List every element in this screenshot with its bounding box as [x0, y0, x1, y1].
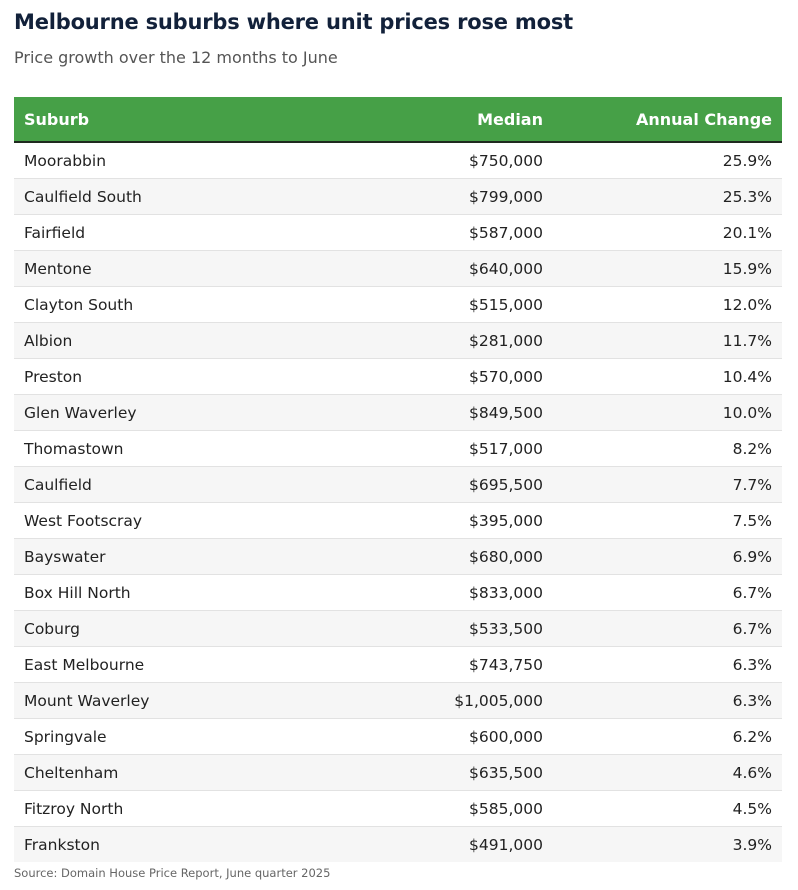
- table-body: Moorabbin $750,000 25.9% Caulfield South $79…: [14, 143, 782, 862]
- cell-suburb: Mentone: [24, 259, 92, 278]
- table-row: Springvale $600,000 6.2%: [14, 719, 782, 755]
- table-row: Moorabbin $750,000 25.9%: [14, 143, 782, 179]
- cell-annual-change: 7.7%: [732, 475, 772, 494]
- cell-annual-change: 15.9%: [722, 259, 772, 278]
- cell-median: $1,005,000: [454, 691, 543, 710]
- cell-annual-change: 3.9%: [732, 835, 772, 854]
- cell-median: $743,750: [469, 655, 543, 674]
- table-row: Glen Waverley $849,500 10.0%: [14, 395, 782, 431]
- table-row: East Melbourne $743,750 6.3%: [14, 647, 782, 683]
- chart-subtitle: Price growth over the 12 months to June: [14, 48, 338, 67]
- cell-annual-change: 6.9%: [732, 547, 772, 566]
- cell-median: $281,000: [469, 331, 543, 350]
- cell-suburb: East Melbourne: [24, 655, 145, 674]
- cell-annual-change: 4.6%: [732, 763, 772, 782]
- cell-median: $585,000: [469, 799, 543, 818]
- data-table: Suburb Median Annual Change Moorabbin $75…: [14, 97, 782, 862]
- table-row: Frankston $491,000 3.9%: [14, 827, 782, 862]
- cell-median: $517,000: [469, 439, 543, 458]
- cell-suburb: Fitzroy North: [24, 799, 124, 818]
- cell-suburb: Cheltenham: [24, 763, 119, 782]
- cell-suburb: Coburg: [24, 619, 80, 638]
- table-row: Fairfield $587,000 20.1%: [14, 215, 782, 251]
- cell-annual-change: 6.3%: [732, 655, 772, 674]
- cell-median: $587,000: [469, 223, 543, 242]
- table-row: Box Hill North $833,000 6.7%: [14, 575, 782, 611]
- table-row: Bayswater $680,000 6.9%: [14, 539, 782, 575]
- cell-median: $570,000: [469, 367, 543, 386]
- column-header-annual-change: Annual Change: [635, 109, 772, 129]
- cell-suburb: Fairfield: [24, 223, 86, 242]
- table-row: Thomastown $517,000 8.2%: [14, 431, 782, 467]
- cell-suburb: Frankston: [24, 835, 100, 854]
- cell-annual-change: 25.3%: [722, 187, 772, 206]
- table-row: Caulfield South $799,000 25.3%: [14, 179, 782, 215]
- table-row: Mount Waverley $1,005,000 6.3%: [14, 683, 782, 719]
- source-note: Source: Domain House Price Report, June …: [14, 866, 331, 880]
- cell-suburb: Glen Waverley: [24, 403, 137, 422]
- cell-annual-change: 12.0%: [722, 295, 772, 314]
- cell-median: $533,500: [469, 619, 543, 638]
- cell-median: $640,000: [469, 259, 543, 278]
- cell-annual-change: 6.2%: [732, 727, 772, 746]
- cell-suburb: Thomastown: [24, 439, 124, 458]
- cell-suburb: Mount Waverley: [24, 691, 150, 710]
- cell-median: $695,500: [469, 475, 543, 494]
- cell-suburb: West Footscray: [24, 511, 143, 530]
- cell-annual-change: 6.7%: [732, 619, 772, 638]
- cell-annual-change: 7.5%: [732, 511, 772, 530]
- cell-annual-change: 10.0%: [722, 403, 772, 422]
- cell-suburb: Clayton South: [24, 295, 134, 314]
- cell-annual-change: 6.3%: [732, 691, 772, 710]
- table-row: Cheltenham $635,500 4.6%: [14, 755, 782, 791]
- table-row: Albion $281,000 11.7%: [14, 323, 782, 359]
- cell-suburb: Moorabbin: [24, 151, 107, 170]
- cell-median: $395,000: [469, 511, 543, 530]
- cell-annual-change: 25.9%: [722, 151, 772, 170]
- cell-median: $491,000: [469, 835, 543, 854]
- table-row: Coburg $533,500 6.7%: [14, 611, 782, 647]
- cell-median: $680,000: [469, 547, 543, 566]
- cell-suburb: Caulfield South: [24, 187, 142, 206]
- cell-annual-change: 8.2%: [732, 439, 772, 458]
- cell-median: $515,000: [469, 295, 543, 314]
- table-row: Mentone $640,000 15.9%: [14, 251, 782, 287]
- table-row: Preston $570,000 10.4%: [14, 359, 782, 395]
- cell-suburb: Bayswater: [24, 547, 106, 566]
- table-row: Fitzroy North $585,000 4.5%: [14, 791, 782, 827]
- cell-annual-change: 4.5%: [732, 799, 772, 818]
- cell-median: $750,000: [469, 151, 543, 170]
- cell-annual-change: 6.7%: [732, 583, 772, 602]
- cell-suburb: Albion: [24, 331, 73, 350]
- table-header: Suburb Median Annual Change: [14, 97, 782, 143]
- cell-suburb: Caulfield: [24, 475, 92, 494]
- cell-suburb: Preston: [24, 367, 83, 386]
- cell-annual-change: 11.7%: [722, 331, 772, 350]
- table-row: Clayton South $515,000 12.0%: [14, 287, 782, 323]
- cell-suburb: Box Hill North: [24, 583, 131, 602]
- cell-annual-change: 10.4%: [722, 367, 772, 386]
- column-header-suburb: Suburb: [24, 109, 90, 129]
- table-row: West Footscray $395,000 7.5%: [14, 503, 782, 539]
- cell-median: $849,500: [469, 403, 543, 422]
- table-row: Caulfield $695,500 7.7%: [14, 467, 782, 503]
- cell-median: $600,000: [469, 727, 543, 746]
- cell-suburb: Springvale: [24, 727, 107, 746]
- chart-title: Melbourne suburbs where unit prices rose…: [14, 10, 573, 34]
- cell-annual-change: 20.1%: [722, 223, 772, 242]
- cell-median: $799,000: [469, 187, 543, 206]
- cell-median: $833,000: [469, 583, 543, 602]
- column-header-median: Median: [477, 109, 543, 129]
- cell-median: $635,500: [469, 763, 543, 782]
